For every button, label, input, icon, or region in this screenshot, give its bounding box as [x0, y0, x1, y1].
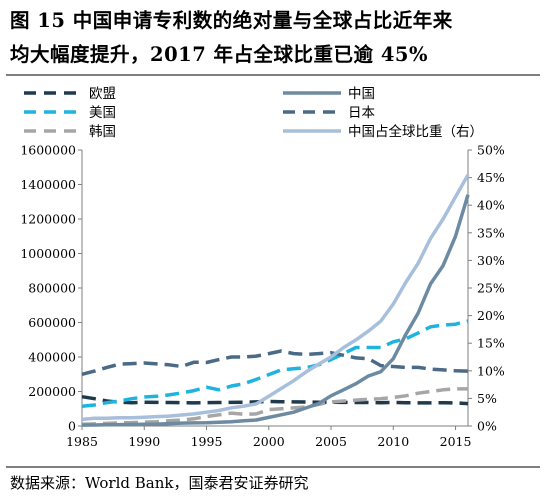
footer-divider: [6, 466, 540, 468]
x-tick-label: 2010: [377, 434, 409, 449]
y-right-tick-label: 35%: [477, 225, 505, 240]
series-line-0: [81, 394, 469, 406]
y-left-tick-label: 1000000: [20, 246, 76, 261]
figure-title: 图 15 中国申请专利数的绝对量与全球占比近年来 均大幅度提升，2017 年占全…: [10, 4, 540, 72]
source-note: 数据来源：World Bank，国泰君安证券研究: [10, 474, 309, 492]
y-left-tick-label: 400000: [28, 350, 76, 365]
legend-label-3: 中国: [348, 86, 375, 102]
series-line-5: [81, 173, 470, 422]
y-right-tick-label: 30%: [477, 253, 505, 268]
y-right-tick-label: 50%: [477, 143, 505, 158]
y-left-tick-label: 200000: [28, 384, 76, 399]
x-tick-label: 2005: [315, 434, 347, 449]
legend-label-0: 欧盟: [89, 86, 116, 102]
legend-label-4: 日本: [348, 105, 375, 121]
title-line-1: 图 15 中国申请专利数的绝对量与全球占比近年来: [10, 9, 453, 32]
y-left-tick-label: 0: [68, 419, 76, 434]
series-line-2: [81, 387, 468, 427]
y-left-tick-label: 1600000: [20, 143, 76, 158]
legend-label-5: 中国占全球比重（右）: [348, 123, 483, 140]
legend-label-1: 美国: [89, 105, 116, 121]
chart-series: [81, 173, 470, 427]
series-line-1: [81, 319, 469, 408]
x-tick-label: 1995: [191, 434, 223, 449]
y-right-tick-label: 15%: [477, 336, 505, 351]
y-left-tick-label: 600000: [28, 315, 76, 330]
y-right-tick-label: 5%: [477, 391, 497, 406]
y-left-tick-label: 1200000: [20, 212, 76, 227]
x-tick-label: 2015: [440, 434, 472, 449]
title-divider: [6, 74, 540, 76]
y-right-tick-label: 45%: [477, 170, 505, 185]
chart-axes: 0 200000 400000 600000 800000 1000000 1200000 1…: [20, 143, 505, 450]
y-right-tick-label: 0%: [477, 419, 497, 434]
y-right-tick-label: 40%: [477, 198, 505, 213]
series-line-3: [81, 194, 470, 427]
y-left-tick-label: 800000: [28, 281, 76, 296]
series-line-4: [81, 349, 469, 376]
y-left-tick-label: 1400000: [20, 177, 76, 192]
y-right-tick-label: 10%: [477, 363, 505, 378]
y-right-tick-label: 25%: [477, 281, 505, 296]
x-tick-label: 1990: [128, 434, 160, 449]
legend-label-2: 韩国: [89, 124, 116, 140]
x-tick-label: 2000: [253, 434, 285, 449]
x-tick-label: 1985: [66, 434, 98, 449]
title-line-2: 均大幅度提升，2017 年占全球比重已逾 45%: [10, 43, 429, 66]
y-right-tick-label: 20%: [477, 308, 505, 323]
